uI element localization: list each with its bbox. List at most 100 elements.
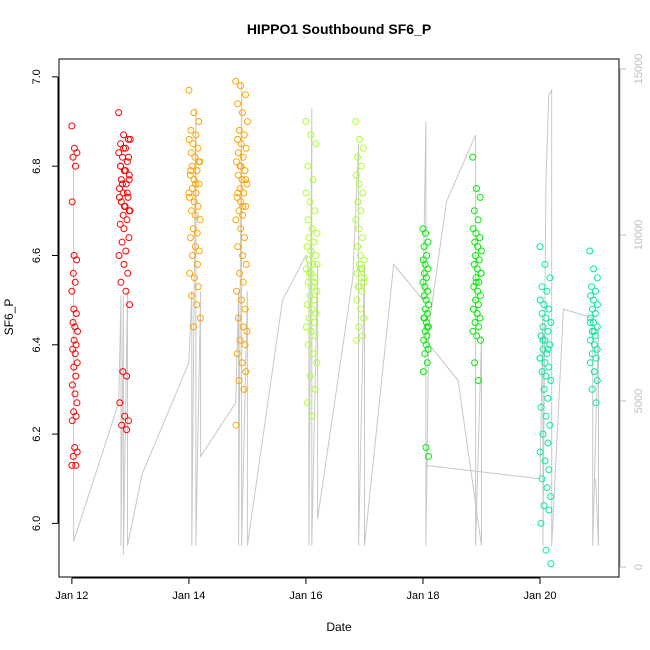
data-point xyxy=(472,278,480,286)
data-point xyxy=(125,207,133,215)
data-point xyxy=(593,323,601,331)
data-point xyxy=(233,193,241,201)
data-point xyxy=(68,122,76,130)
data-point xyxy=(588,283,596,291)
data-point xyxy=(123,189,131,197)
data-point xyxy=(424,345,432,353)
data-point xyxy=(73,256,81,264)
data-point xyxy=(186,269,194,277)
data-point xyxy=(124,193,132,201)
data-point xyxy=(545,506,553,514)
data-point xyxy=(591,310,599,317)
data-point xyxy=(354,243,362,251)
data-point xyxy=(240,385,248,393)
data-point xyxy=(313,287,321,295)
data-point xyxy=(72,341,80,349)
data-point xyxy=(308,412,316,420)
data-point xyxy=(590,296,597,304)
data-point xyxy=(189,225,197,233)
data-point xyxy=(474,301,482,309)
x-axis-label: Date xyxy=(326,620,352,634)
data-point xyxy=(305,314,313,322)
data-point xyxy=(471,359,479,367)
data-point xyxy=(357,207,365,215)
data-point xyxy=(234,149,242,157)
data-point xyxy=(357,162,365,170)
data-point xyxy=(236,269,244,277)
data-point xyxy=(234,100,242,108)
data-point xyxy=(543,350,551,358)
data-point xyxy=(422,319,430,326)
data-point xyxy=(360,278,368,286)
data-point xyxy=(477,336,484,344)
data-point xyxy=(537,332,545,340)
data-point xyxy=(235,377,243,384)
data-point xyxy=(588,385,596,393)
data-point xyxy=(544,327,552,335)
data-point xyxy=(239,252,247,259)
data-point xyxy=(588,350,596,358)
data-point xyxy=(241,167,249,175)
data-point xyxy=(118,180,126,188)
data-point xyxy=(68,417,76,425)
data-point xyxy=(242,260,250,268)
data-point xyxy=(471,319,479,326)
data-point xyxy=(232,421,240,429)
data-point xyxy=(358,287,366,295)
data-point xyxy=(359,189,367,197)
data-point xyxy=(120,225,128,233)
data-point xyxy=(546,341,554,349)
data-point xyxy=(304,162,312,170)
data-point xyxy=(73,149,81,157)
data-point xyxy=(240,131,248,139)
data-point xyxy=(311,385,319,393)
y-tick-label: 6.2 xyxy=(31,426,43,441)
data-point xyxy=(545,305,553,313)
data-point xyxy=(306,292,314,300)
data-point xyxy=(541,336,549,344)
data-point xyxy=(68,198,76,206)
data-point xyxy=(306,372,314,380)
data-point xyxy=(194,260,201,268)
data-point xyxy=(120,131,128,139)
data-point xyxy=(237,82,245,90)
data-point xyxy=(475,278,483,286)
data-point xyxy=(115,193,123,201)
x-tick-label: Jan 18 xyxy=(406,590,439,602)
data-point xyxy=(306,198,314,206)
data-point xyxy=(69,452,77,460)
data-point xyxy=(593,345,601,353)
data-point xyxy=(310,296,318,304)
data-point xyxy=(313,229,321,237)
data-point xyxy=(540,385,548,393)
data-point xyxy=(191,274,198,282)
x-tick-label: Jan 14 xyxy=(172,590,205,602)
y-tick-label: 6.0 xyxy=(31,516,43,531)
data-point xyxy=(592,399,600,407)
data-point xyxy=(477,292,484,300)
data-point xyxy=(469,153,477,161)
data-point xyxy=(422,341,430,349)
data-point xyxy=(187,207,195,215)
data-point xyxy=(234,171,242,179)
data-point xyxy=(475,256,483,264)
data-point xyxy=(425,452,432,460)
data-point xyxy=(310,319,318,326)
data-point xyxy=(242,368,250,376)
data-point xyxy=(239,153,247,161)
data-point xyxy=(120,202,128,210)
data-point xyxy=(192,189,200,197)
data-point xyxy=(540,301,548,309)
series-4 xyxy=(232,77,251,429)
data-point xyxy=(235,126,243,134)
data-point xyxy=(544,439,552,447)
series-10 xyxy=(586,247,601,407)
data-point xyxy=(309,260,317,268)
data-point xyxy=(69,153,77,161)
data-point xyxy=(477,269,485,277)
data-point xyxy=(119,189,127,197)
data-point xyxy=(308,283,316,291)
data-point xyxy=(356,265,364,273)
data-point xyxy=(544,345,552,353)
data-point xyxy=(419,278,427,286)
